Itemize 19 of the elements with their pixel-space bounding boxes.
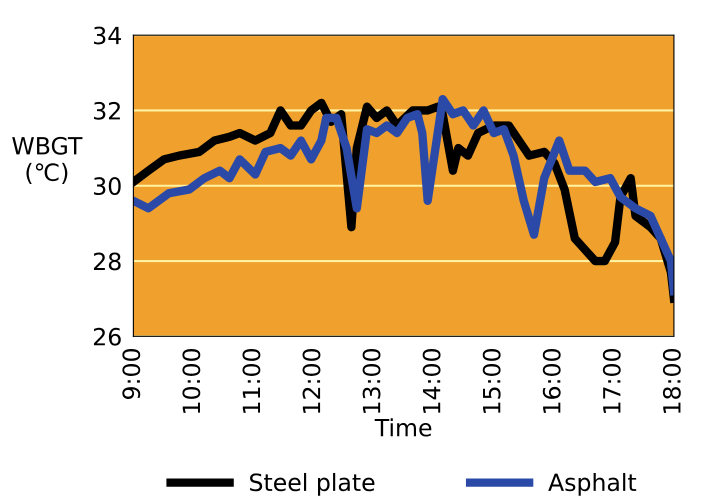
x-axis-title: Time: [374, 418, 432, 437]
x-tick-label: 13:00: [362, 349, 380, 413]
x-tick-label: 16:00: [542, 349, 561, 413]
x-tick-label: 17:00: [602, 349, 621, 413]
y-tick-label: 26: [94, 328, 121, 346]
legend-label: Asphalt: [548, 472, 636, 496]
legend-label: Steel plate: [250, 472, 374, 496]
y-tick-label: 30: [94, 177, 121, 196]
y-tick-label: 34: [94, 26, 121, 44]
x-tick-label: 9:00: [122, 349, 140, 399]
y-tick-label: 28: [94, 252, 121, 270]
y-axis-title: WBGT (℃): [12, 136, 82, 184]
x-tick-label: 18:00: [662, 349, 681, 413]
x-tick-label: 14:00: [422, 349, 441, 413]
x-tick-label: 12:00: [302, 349, 320, 413]
x-tick-label: 10:00: [182, 349, 200, 413]
x-tick-label: 15:00: [482, 349, 501, 413]
x-tick-label: 11:00: [242, 349, 260, 413]
y-tick-label: 32: [94, 102, 120, 120]
